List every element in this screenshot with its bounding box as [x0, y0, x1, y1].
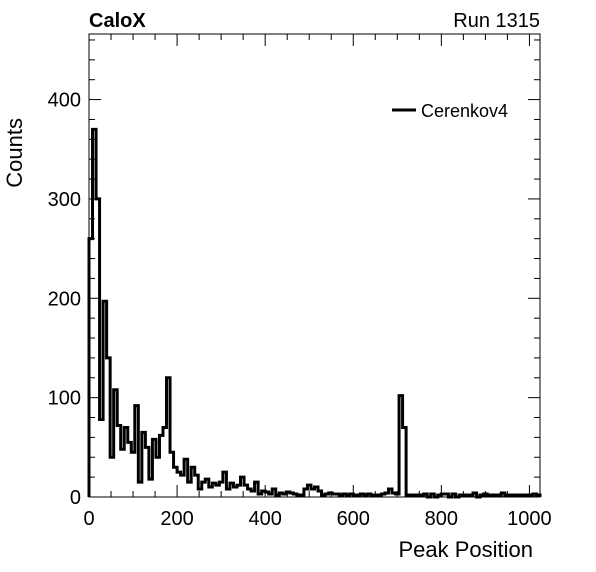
- y-tick-label: 300: [48, 189, 81, 211]
- legend-label: Cerenkov4: [421, 101, 508, 121]
- legend: Cerenkov4: [392, 101, 508, 121]
- x-tick-label: 200: [160, 508, 193, 530]
- experiment-title: CaloX: [89, 10, 146, 32]
- y-axis-label: Counts: [2, 118, 27, 188]
- x-tick-label: 400: [248, 508, 281, 530]
- y-tick-label: 400: [48, 90, 81, 112]
- x-tick-label: 1000: [507, 508, 552, 530]
- y-tick-label: 200: [48, 288, 81, 310]
- x-axis-label: Peak Position: [398, 537, 533, 562]
- y-tick-label: 100: [48, 388, 81, 410]
- histogram-series-cerenkov4: [87, 127, 542, 499]
- run-label: Run 1315: [453, 10, 540, 32]
- y-tick-label: 0: [70, 487, 81, 509]
- x-tick-label: 0: [83, 508, 94, 530]
- histogram-layer: [87, 127, 542, 499]
- x-tick-label: 600: [337, 508, 370, 530]
- x-tick-label: 800: [425, 508, 458, 530]
- axes: 0 200 400 600 800 1000 0 100 200 300 400: [48, 34, 552, 530]
